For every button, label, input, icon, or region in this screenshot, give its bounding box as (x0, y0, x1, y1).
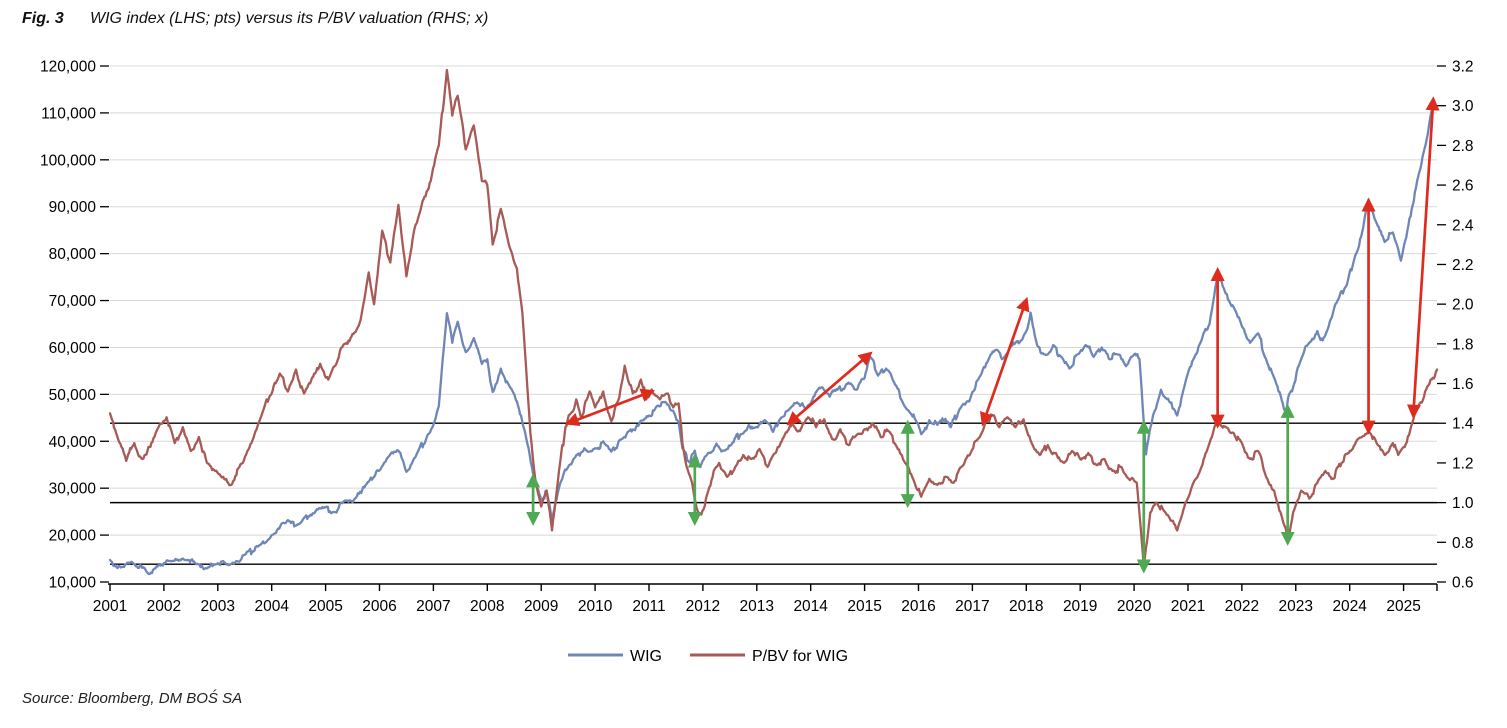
axis-tick-label: 2016 (901, 598, 935, 615)
axis-tick-label: 1.2 (1452, 455, 1474, 472)
axis-tick-label: 2013 (740, 598, 774, 615)
gridlines (110, 65, 1437, 536)
axis-tick-label: 90,000 (49, 199, 97, 216)
axis-tick-label: 2019 (1063, 598, 1097, 615)
source-note: Source: Bloomberg, DM BOŚ SA (22, 689, 242, 707)
legend-pbv-label: P/BV for WIG (752, 648, 848, 665)
axes: 2001 2002 2003 2004 2005 2006 2007 2008 2009 2010… (40, 59, 1474, 616)
axis-tick-label: 2001 (93, 598, 127, 615)
axis-tick-label: 2020 (1117, 598, 1152, 615)
axis-tick-label: 2006 (362, 598, 396, 615)
axis-tick-label: 50,000 (49, 387, 97, 404)
red-divergence-arrow (980, 296, 1030, 427)
legend-wig-label: WIG (630, 648, 662, 665)
annotation-arrows (526, 96, 1440, 574)
page-title: WIG index (LHS; pts) versus its P/BV val… (90, 10, 488, 27)
axis-tick-label: 2023 (1279, 598, 1313, 615)
axis-tick-label: 2002 (147, 598, 181, 615)
axis-tick-label: 2008 (470, 598, 504, 615)
axis-tick-label: 1.8 (1452, 336, 1474, 353)
axis-tick-label: 20,000 (49, 528, 97, 545)
axis-tick-label: 10,000 (49, 575, 97, 592)
axis-tick-label: 2.4 (1452, 217, 1474, 234)
axis-tick-label: 2012 (686, 598, 720, 615)
axis-tick-label: 2.0 (1452, 297, 1474, 314)
axis-tick-label: 3.0 (1452, 98, 1474, 115)
figure-label: Fig. 3 (22, 10, 64, 27)
axis-tick-label: 40,000 (49, 434, 97, 451)
axis-tick-label: 2003 (201, 598, 235, 615)
axis-tick-label: 2014 (793, 598, 828, 615)
axis-tick-label: 2010 (578, 598, 613, 615)
axis-tick-label: 2021 (1171, 598, 1205, 615)
axis-tick-label: 2.2 (1452, 257, 1474, 274)
axis-tick-label: 0.8 (1452, 535, 1474, 552)
axis-tick-label: 3.2 (1452, 59, 1474, 76)
axis-tick-label: 2009 (524, 598, 558, 615)
red-divergence-arrow (564, 388, 655, 427)
axis-tick-label: 110,000 (41, 105, 96, 122)
axis-tick-label: 70,000 (49, 293, 97, 310)
red-divergence-arrow (786, 351, 873, 426)
axis-tick-label: 2004 (254, 598, 289, 615)
axis-tick-label: 2011 (632, 598, 665, 615)
axis-tick-label: 80,000 (49, 246, 97, 263)
legend: WIG P/BV for WIG (568, 648, 848, 665)
axis-tick-label: 60,000 (49, 340, 97, 357)
axis-tick-label: 2.6 (1452, 178, 1474, 195)
red-divergence-arrow (1406, 96, 1440, 419)
axis-tick-label: 2024 (1332, 598, 1367, 615)
axis-tick-label: 1.0 (1452, 495, 1474, 512)
axis-tick-label: 2007 (416, 598, 450, 615)
axis-tick-label: 1.4 (1452, 416, 1474, 433)
series-lines (108, 68, 1439, 576)
axis-tick-label: 100,000 (40, 152, 96, 169)
axis-tick-label: 2.8 (1452, 138, 1474, 155)
axis-tick-label: 2005 (308, 598, 342, 615)
axis-tick-label: 0.6 (1452, 575, 1474, 592)
axis-tick-label: 2015 (847, 598, 881, 615)
axis-tick-label: 2025 (1386, 598, 1420, 615)
axis-tick-label: 2017 (955, 598, 989, 615)
axis-tick-label: 2022 (1225, 598, 1259, 615)
reference-lines (110, 422, 1437, 565)
axis-tick-label: 2018 (1009, 598, 1043, 615)
axis-tick-label: 120,000 (40, 59, 96, 76)
axis-tick-label: 30,000 (49, 481, 97, 498)
axis-tick-label: 1.6 (1452, 376, 1474, 393)
